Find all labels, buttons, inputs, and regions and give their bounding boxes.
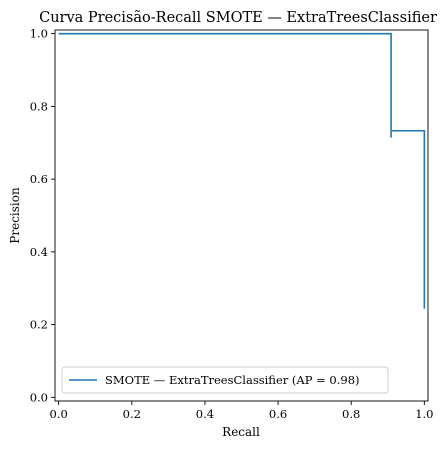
legend-label: SMOTE — ExtraTreesClassifier (AP = 0.98): [105, 373, 360, 387]
x-tick-label: 0.6: [269, 407, 287, 421]
y-tick-label: 0.8: [30, 99, 48, 113]
y-tick-label: 0.4: [30, 245, 48, 259]
x-axis-label: Recall: [222, 425, 260, 439]
chart-title: Curva Precisão-Recall SMOTE — ExtraTrees…: [39, 10, 437, 26]
y-tick-label: 0.6: [30, 172, 48, 186]
y-tick-label: 1.0: [30, 27, 48, 41]
x-tick-label: 0.2: [123, 407, 141, 421]
plot-frame: [55, 30, 428, 401]
x-tick-label: 0.8: [342, 407, 360, 421]
y-axis-label: Precision: [8, 187, 22, 244]
pr-curve-series-0: [59, 34, 425, 309]
legend: SMOTE — ExtraTreesClassifier (AP = 0.98): [62, 367, 388, 393]
x-tick-label: 0.4: [196, 407, 214, 421]
series-layer: [59, 34, 425, 309]
x-tick-label: 1.0: [415, 407, 433, 421]
x-tick-label: 0.0: [50, 407, 68, 421]
y-tick-label: 0.2: [30, 318, 48, 332]
y-tick-label: 0.0: [30, 390, 48, 404]
axis-ticks: 0.0 0.2 0.4 0.6 0.8 1.0 0.0 0.2 0.4 0.6 0.8 1.0: [30, 27, 434, 421]
